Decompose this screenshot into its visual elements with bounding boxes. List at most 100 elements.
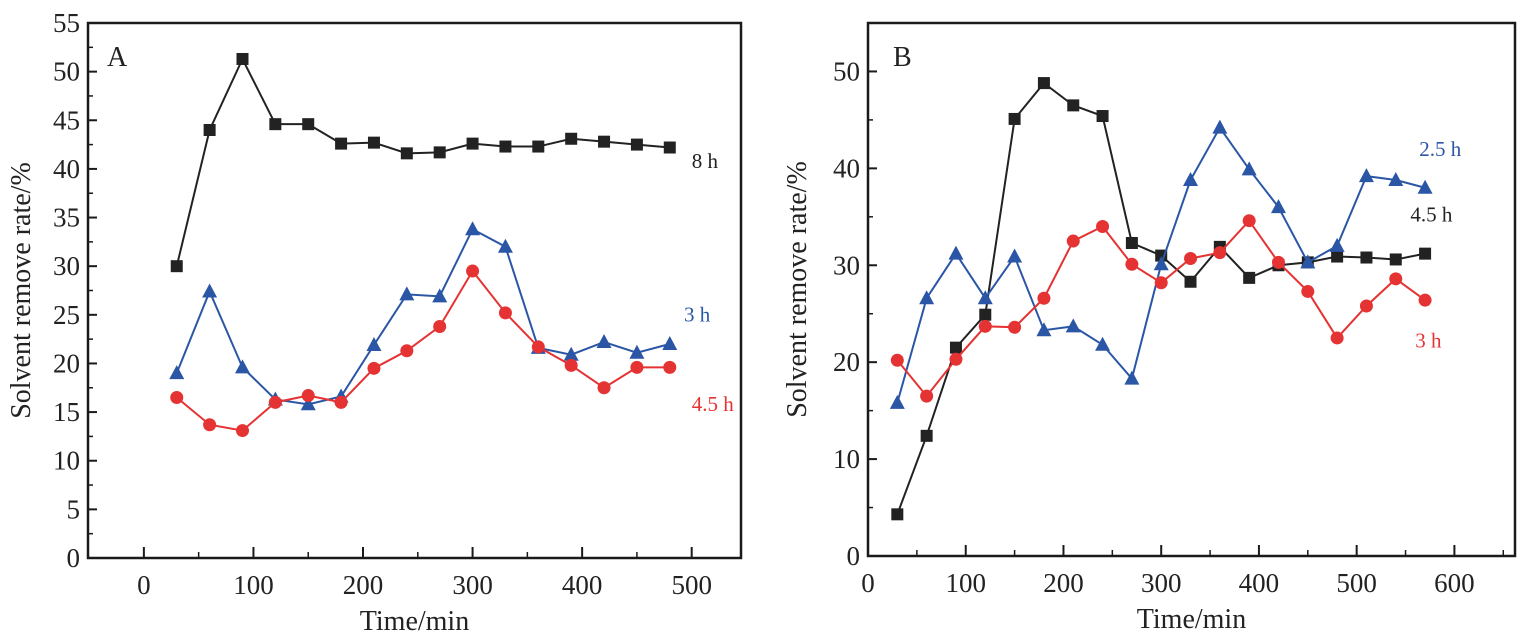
data-point-circle <box>1184 251 1198 265</box>
series-line <box>176 269 670 432</box>
x-axis-title: Time/min <box>360 606 469 637</box>
x-tick-label: 300 <box>452 570 493 600</box>
data-point-square <box>203 124 216 136</box>
data-point-square <box>920 429 933 442</box>
data-point-triangle <box>1329 237 1345 252</box>
y-tick-label: 40 <box>833 153 860 183</box>
data-point-circle <box>170 391 184 404</box>
x-axis-title: Time/min <box>1137 604 1246 635</box>
series-4-5h: 4.5 h <box>170 264 734 438</box>
data-point-circle <box>334 395 348 409</box>
series-8h: 8 h <box>170 52 718 273</box>
data-point-triangle <box>1300 254 1316 269</box>
data-point-triangle <box>1388 171 1404 186</box>
data-point-square <box>1389 253 1402 266</box>
data-point-triangle <box>1095 336 1111 351</box>
data-point-circle <box>663 360 677 374</box>
data-point-square <box>891 508 904 521</box>
y-tick-label: 10 <box>53 446 80 476</box>
x-tick-label: 500 <box>1336 568 1377 598</box>
data-point-square <box>1419 247 1432 260</box>
data-point-square <box>1331 250 1344 263</box>
data-point-triangle <box>366 336 382 351</box>
data-point-circle <box>1330 331 1344 345</box>
data-point-triangle <box>432 288 448 303</box>
data-point-circle <box>1066 234 1080 248</box>
data-point-square <box>302 118 315 131</box>
data-point-circle <box>564 358 578 372</box>
data-point-square <box>532 140 545 153</box>
data-point-triangle <box>300 396 316 411</box>
series-line <box>896 219 1426 398</box>
data-point-circle <box>1096 220 1110 234</box>
data-point-triangle <box>977 290 993 305</box>
data-point-triangle <box>629 344 645 359</box>
y-tick-label: 30 <box>53 251 80 281</box>
data-point-circle <box>268 395 282 409</box>
data-point-circle <box>466 264 480 278</box>
data-point-circle <box>1271 255 1285 269</box>
data-point-triangle <box>1124 370 1140 385</box>
y-tick-label: 25 <box>53 300 80 330</box>
series-label: 4.5 h <box>1410 203 1453 227</box>
data-point-circle <box>301 389 315 403</box>
data-point-circle <box>1154 276 1168 290</box>
data-point-square <box>433 146 446 159</box>
y-tick-label: 20 <box>833 347 860 377</box>
data-point-circle <box>597 381 611 395</box>
series-label: 2.5 h <box>1419 137 1462 161</box>
y-tick-label: 45 <box>53 105 80 135</box>
y-tick-label: 35 <box>53 203 80 233</box>
x-tick-label: 400 <box>1239 568 1280 598</box>
y-axis-title: Solvent remove rate/% <box>6 162 37 419</box>
data-point-triangle <box>169 365 185 380</box>
data-point-circle <box>630 360 644 374</box>
data-point-triangle <box>1036 322 1052 337</box>
y-tick-label: 10 <box>833 444 860 474</box>
data-point-square <box>598 135 611 148</box>
data-point-square <box>1184 275 1197 288</box>
data-point-circle <box>400 344 414 358</box>
data-point-circle <box>1418 293 1432 307</box>
plot-frame <box>86 21 743 560</box>
y-tick-label: 20 <box>53 348 80 378</box>
y-axis-title: Solvent remove rate/% <box>782 161 813 418</box>
data-point-triangle <box>563 346 579 361</box>
data-point-circle <box>1125 257 1139 271</box>
x-tick-label: 100 <box>233 570 274 600</box>
data-point-square <box>1067 99 1080 112</box>
panel-label: A <box>107 42 128 73</box>
data-point-triangle <box>202 283 218 298</box>
data-point-circle <box>531 340 545 354</box>
data-point-circle <box>920 389 934 403</box>
data-point-square <box>1360 251 1373 264</box>
data-point-circle <box>235 424 249 438</box>
data-point-square <box>1243 271 1256 284</box>
y-tick-label: 40 <box>53 154 80 184</box>
data-point-triangle <box>1007 248 1023 263</box>
x-tick-label: 200 <box>1043 568 1084 598</box>
data-point-square <box>1125 236 1138 249</box>
series-3h: 3 h <box>890 214 1442 403</box>
data-point-triangle <box>1270 199 1286 214</box>
y-tick-label: 5 <box>67 494 81 524</box>
data-point-square <box>1096 110 1109 123</box>
chart-panel-a: 0 5 10 15 20 25 30 35 40 45 50 55 0 100 200 300 400 500 Ti… <box>6 8 743 637</box>
data-point-triangle <box>1358 168 1374 183</box>
x-tick-label: 200 <box>343 570 384 600</box>
x-tick-label: 0 <box>861 568 875 598</box>
x-tick-label: 500 <box>671 570 712 600</box>
panel-label: B <box>893 42 912 73</box>
data-point-triangle <box>465 221 481 236</box>
data-point-triangle <box>234 359 250 374</box>
data-point-triangle <box>596 334 612 349</box>
data-point-triangle <box>948 245 964 260</box>
data-point-circle <box>1037 291 1051 305</box>
data-point-triangle <box>1065 318 1081 333</box>
data-point-square <box>335 137 348 150</box>
data-point-square <box>663 141 676 154</box>
series-label: 3 h <box>684 303 711 327</box>
data-point-circle <box>949 352 963 366</box>
